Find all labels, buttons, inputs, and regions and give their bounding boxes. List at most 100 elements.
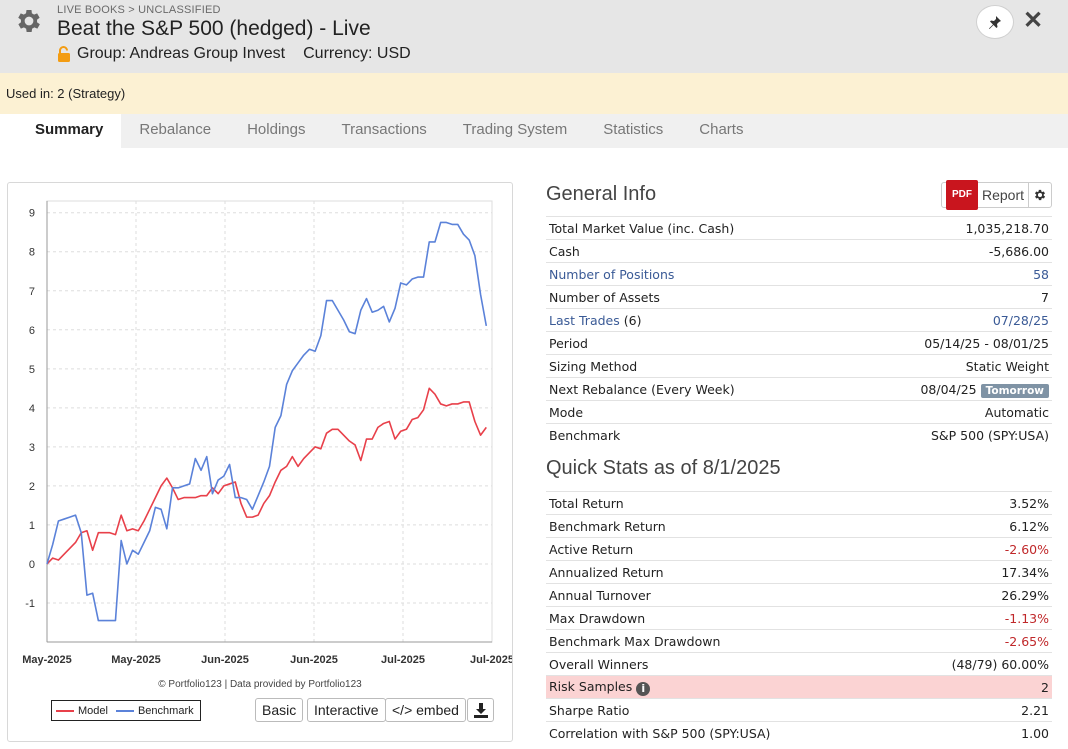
quick-stats-section: Quick Stats as of 8/1/2025 (546, 454, 1052, 484)
general-info-table: Total Market Value (inc. Cash) 1,035,218.… (546, 216, 1052, 446)
interactive-button[interactable]: Interactive (307, 698, 386, 722)
table-row: Benchmark Max Drawdown -2.65% (546, 629, 1052, 653)
risk-samples-cell: Risk Samples i (546, 675, 894, 699)
table-row: Next Rebalance (Every Week) 08/04/25 Tomor… (546, 377, 1052, 401)
y-tick-label: 8 (29, 247, 35, 259)
row-label: Total Return (546, 491, 894, 515)
y-tick-label: 2 (29, 481, 35, 493)
row-label: Max Drawdown (546, 606, 894, 630)
row-label: Number of Assets (546, 285, 844, 309)
tab-summary[interactable]: Summary (17, 114, 122, 148)
header-bar: LIVE BOOKS > UNCLASSIFIED Beat the S&P 5… (0, 0, 1068, 73)
x-tick-label: Jun-2025 (290, 654, 338, 666)
row-value: 26.29% (893, 583, 1052, 607)
row-label: Overall Winners (546, 652, 894, 676)
row-value: 08/04/25 (920, 381, 977, 397)
risk-samples-row: Risk Samples i 2 (546, 675, 1052, 699)
y-tick-label: 5 (29, 364, 35, 376)
unlock-icon[interactable] (57, 46, 71, 62)
next-rebalance-cell: 08/04/25 Tomorrow (843, 377, 1052, 401)
embed-button[interactable]: </> embed (385, 698, 466, 722)
table-row: Benchmark S&P 500 (SPY:USA) (546, 423, 1052, 446)
positions-count-link[interactable]: 58 (843, 262, 1052, 286)
pdf-icon: PDF (945, 180, 978, 210)
legend-model-swatch (56, 709, 74, 712)
x-tick-label: Jul-2025 (470, 654, 512, 666)
row-value: 17.34% (893, 560, 1052, 584)
row-value: Static Weight (843, 354, 1052, 378)
number-of-positions-link[interactable]: Number of Positions (546, 262, 844, 286)
last-trades-link[interactable]: Last Trades (549, 312, 620, 328)
settings-gear-icon[interactable] (14, 6, 44, 36)
report-button[interactable]: PDF Report (940, 180, 1052, 210)
row-label: Mode (546, 400, 844, 424)
row-label: Cash (546, 239, 844, 263)
row-label: Benchmark (546, 423, 844, 446)
row-label: Benchmark Max Drawdown (546, 629, 894, 653)
table-row: Sharpe Ratio 2.21 (546, 698, 1052, 722)
breadcrumb[interactable]: LIVE BOOKS > UNCLASSIFIED (57, 4, 221, 16)
table-row: Total Return 3.52% (546, 491, 1052, 515)
y-tick-label: 6 (29, 325, 35, 337)
report-label: Report (981, 187, 1024, 203)
tab-rebalance[interactable]: Rebalance (139, 121, 212, 138)
legend-model-label[interactable]: Model (78, 704, 108, 717)
used-in-banner: Used in: 2 (Strategy) (0, 73, 1068, 114)
table-row: Annualized Return 17.34% (546, 560, 1052, 584)
row-value: 7 (843, 285, 1052, 309)
table-row: Number of Assets 7 (546, 285, 1052, 309)
row-value: 3.52% (893, 491, 1052, 515)
report-settings-button[interactable] (1028, 183, 1051, 207)
table-row: Sizing Method Static Weight (546, 354, 1052, 378)
table-row: Active Return -2.60% (546, 537, 1052, 561)
x-tick-label: May-2025 (22, 654, 72, 666)
row-value: Automatic (843, 400, 1052, 424)
y-tick-label: -1 (25, 598, 35, 610)
performance-chart: May-2025 May-2025 Jun-2025 Jun-2025 Jul-2025… (22, 200, 512, 666)
x-tick-label: May-2025 (111, 654, 161, 666)
info-icon[interactable]: i (636, 681, 651, 696)
row-label: Active Return (546, 537, 894, 561)
quick-stats-table: Total Return 3.52% Benchmark Return 6.12% … (546, 491, 1052, 744)
y-tick-label: 0 (29, 559, 35, 571)
plot-area (46, 200, 493, 643)
tab-transactions[interactable]: Transactions (341, 121, 427, 138)
row-value: 2 (893, 675, 1052, 699)
currency-label: Currency: USD (303, 45, 411, 62)
last-trades-cell: Last Trades (6) (546, 308, 844, 332)
basic-button[interactable]: Basic (255, 698, 304, 722)
tab-holdings[interactable]: Holdings (247, 121, 306, 138)
tab-charts[interactable]: Charts (699, 121, 744, 138)
y-tick-label: 4 (29, 403, 35, 415)
performance-chart-panel: May-2025 May-2025 Jun-2025 Jun-2025 Jul-2025… (7, 182, 513, 742)
row-label: Annualized Return (546, 560, 894, 584)
table-row: Cash -5,686.00 (546, 239, 1052, 263)
row-value: 6.12% (893, 514, 1052, 538)
row-label: Next Rebalance (Every Week) (546, 377, 844, 401)
table-row: Correlation with S&P 500 (SPY:USA) 1.00 (546, 721, 1052, 744)
row-label: Sharpe Ratio (546, 698, 894, 722)
last-trades-date-link[interactable]: 07/28/25 (843, 308, 1052, 332)
row-label: Period (546, 331, 844, 355)
legend-benchmark-swatch (115, 709, 134, 712)
row-value: 2.21 (893, 698, 1052, 722)
series-line-benchmark (46, 221, 488, 622)
pin-button[interactable] (976, 5, 1014, 39)
download-button[interactable] (467, 698, 494, 722)
table-row: Total Market Value (inc. Cash) 1,035,218.… (546, 216, 1052, 240)
tab-trading-system[interactable]: Trading System (462, 121, 568, 138)
page-title: Beat the S&P 500 (hedged) - Live (57, 17, 371, 40)
last-trades-count: (6) (623, 312, 642, 328)
row-value: -1.13% (893, 606, 1052, 630)
row-value: 1.00 (893, 721, 1052, 744)
row-value: (48/79) 60.00% (893, 652, 1052, 676)
general-info-title: General Info (546, 183, 657, 205)
legend-benchmark-label[interactable]: Benchmark (137, 704, 194, 717)
tab-statistics[interactable]: Statistics (603, 121, 664, 138)
close-icon[interactable]: ✕ (1022, 7, 1044, 34)
row-value: -2.65% (893, 629, 1052, 653)
pin-icon (989, 16, 1001, 29)
general-info-section: General Info PDF Report (546, 180, 1052, 210)
row-value: -5,686.00 (843, 239, 1052, 263)
table-row: Mode Automatic (546, 400, 1052, 424)
